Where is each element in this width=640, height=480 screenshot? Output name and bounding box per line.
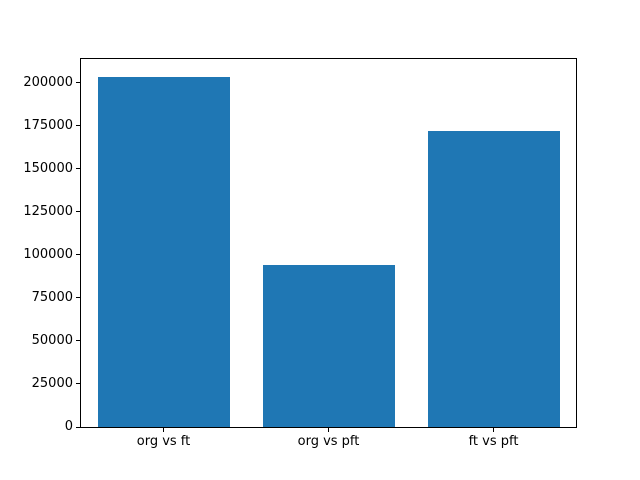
y-tick-label: 25000 — [31, 375, 73, 391]
y-tick-label: 175000 — [23, 117, 73, 133]
x-tick-label: org vs pft — [297, 434, 360, 449]
bar-org-vs-pft — [262, 265, 395, 427]
x-tick-mark — [493, 428, 494, 432]
y-tick-label: 200000 — [23, 74, 73, 90]
y-tick-label: 150000 — [23, 160, 73, 176]
bars-layer — [81, 59, 576, 427]
y-tick-mark — [76, 383, 80, 385]
y-tick-mark — [76, 297, 80, 299]
bar-org-vs-ft — [97, 76, 230, 427]
y-tick-label: 50000 — [31, 332, 73, 348]
bar-ft-vs-pft — [427, 130, 560, 427]
x-tick-mark — [163, 428, 164, 432]
y-tick-mark — [76, 211, 80, 213]
y-tick-label: 0 — [64, 419, 73, 434]
y-tick-mark — [76, 340, 80, 342]
y-tick-label: 100000 — [23, 246, 73, 262]
x-tick-label: org vs ft — [136, 434, 191, 449]
x-tick-label: ft vs pft — [468, 434, 519, 449]
x-tick-mark — [328, 428, 329, 432]
y-tick-label: 75000 — [31, 289, 73, 305]
y-tick-mark — [76, 426, 80, 428]
y-tick-mark — [76, 168, 80, 170]
axes-area — [80, 58, 577, 428]
y-tick-mark — [76, 82, 80, 84]
y-tick-mark — [76, 254, 80, 256]
y-tick-label: 125000 — [23, 203, 73, 219]
y-tick-mark — [76, 125, 80, 127]
